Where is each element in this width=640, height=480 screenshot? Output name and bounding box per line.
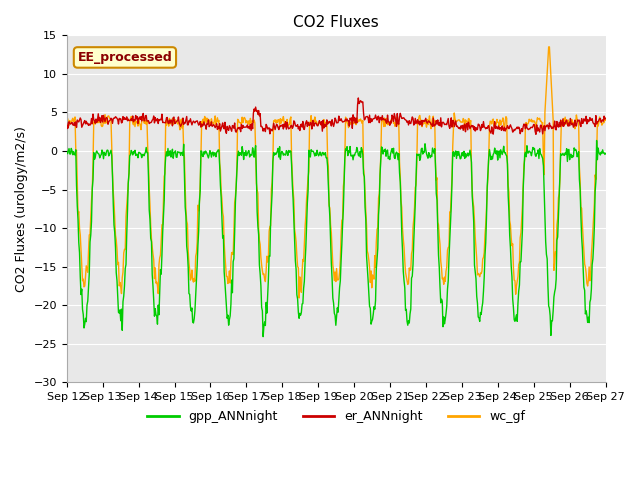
- wc_gf: [73, 147, 81, 153]
- er_ANNnight: [418, 123, 426, 129]
- gpp_ANNnight: [128, 149, 136, 155]
- wc_gf: [602, 117, 609, 123]
- er_ANNnight: [532, 132, 540, 137]
- er_ANNnight: [602, 116, 609, 121]
- gpp_ANNnight: [403, 306, 410, 312]
- gpp_ANNnight: [602, 151, 609, 156]
- wc_gf: [403, 274, 410, 279]
- Title: CO2 Fluxes: CO2 Fluxes: [293, 15, 379, 30]
- wc_gf: [63, 117, 70, 123]
- er_ANNnight: [128, 118, 136, 123]
- er_ANNnight: [211, 125, 219, 131]
- Text: EE_processed: EE_processed: [77, 51, 172, 64]
- wc_gf: [545, 44, 552, 50]
- gpp_ANNnight: [183, 243, 191, 249]
- er_ANNnight: [73, 125, 81, 131]
- gpp_ANNnight: [593, 138, 600, 144]
- wc_gf: [295, 295, 303, 301]
- gpp_ANNnight: [63, 149, 70, 155]
- wc_gf: [183, 218, 191, 224]
- wc_gf: [211, 113, 219, 119]
- wc_gf: [418, 124, 426, 130]
- gpp_ANNnight: [418, 145, 426, 151]
- gpp_ANNnight: [73, 182, 81, 188]
- er_ANNnight: [403, 118, 410, 123]
- wc_gf: [128, 115, 136, 120]
- gpp_ANNnight: [259, 334, 267, 339]
- Legend: gpp_ANNnight, er_ANNnight, wc_gf: gpp_ANNnight, er_ANNnight, wc_gf: [142, 405, 530, 428]
- Line: er_ANNnight: er_ANNnight: [67, 98, 605, 134]
- Line: wc_gf: wc_gf: [67, 47, 605, 298]
- er_ANNnight: [183, 114, 191, 120]
- gpp_ANNnight: [211, 150, 219, 156]
- er_ANNnight: [355, 95, 362, 101]
- Y-axis label: CO2 Fluxes (urology/m2/s): CO2 Fluxes (urology/m2/s): [15, 126, 28, 292]
- Line: gpp_ANNnight: gpp_ANNnight: [67, 141, 605, 336]
- er_ANNnight: [63, 120, 70, 126]
